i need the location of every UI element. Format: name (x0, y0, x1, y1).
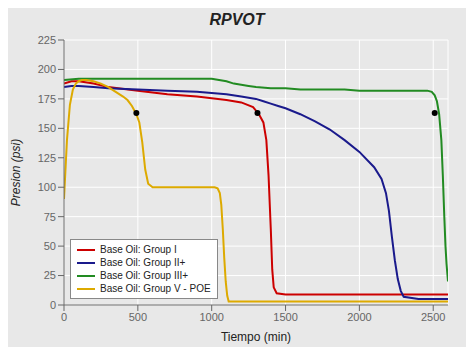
svg-text:2500: 2500 (421, 311, 445, 323)
svg-text:500: 500 (129, 311, 147, 323)
svg-text:2000: 2000 (347, 311, 371, 323)
svg-text:150: 150 (38, 122, 56, 134)
svg-text:200: 200 (38, 63, 56, 75)
svg-text:75: 75 (44, 211, 56, 223)
svg-text:0: 0 (50, 299, 56, 311)
html-text:Base Oil: Group II+: Base Oil: Group II+ (100, 257, 186, 268)
svg-text:25: 25 (44, 269, 56, 281)
html-text:RPVOT: RPVOT (209, 11, 265, 28)
svg-text:100: 100 (38, 181, 56, 193)
svg-text:Presion (psi): Presion (psi) (9, 139, 23, 206)
svg-text:50: 50 (44, 240, 56, 252)
html-text:Base Oil: Group I: Base Oil: Group I (100, 244, 177, 255)
html-text:Base Oil: Group V - POE: Base Oil: Group V - POE (100, 283, 211, 294)
svg-text:125: 125 (38, 152, 56, 164)
html-text:Base Oil: Group III+: Base Oil: Group III+ (100, 270, 189, 281)
svg-text:0: 0 (61, 311, 67, 323)
svg-text:1500: 1500 (273, 311, 297, 323)
svg-text:1000: 1000 (199, 311, 223, 323)
svg-text:175: 175 (38, 93, 56, 105)
svg-text:225: 225 (38, 34, 56, 46)
svg-text:Tiempo (min): Tiempo (min) (221, 330, 291, 344)
